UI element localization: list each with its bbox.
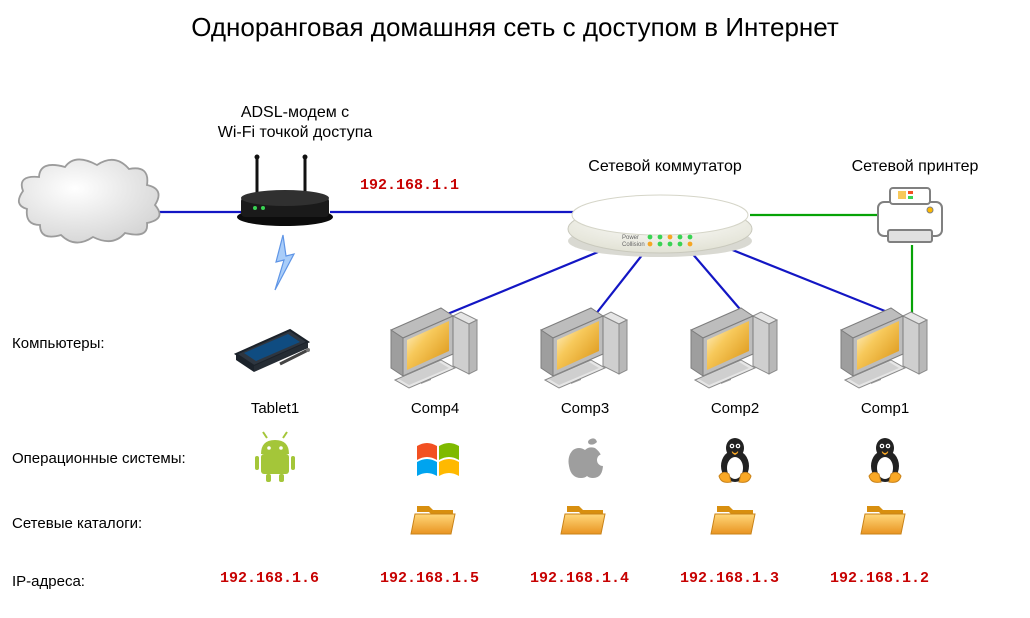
device-name-0: Tablet1: [240, 400, 310, 417]
tux-icon: [869, 438, 901, 482]
wifi-icon: [275, 235, 294, 290]
folder-icon: [861, 506, 905, 534]
computer-icon: [841, 308, 927, 388]
device-ip-3: 192.168.1.3: [680, 570, 779, 587]
folder-icon: [411, 506, 455, 534]
printer-icon: [878, 188, 942, 242]
computers-group: [391, 308, 927, 388]
folder-icon: [711, 506, 755, 534]
device-ip-2: 192.168.1.4: [530, 570, 629, 587]
device-ip-4: 192.168.1.2: [830, 570, 929, 587]
android-icon: [255, 432, 295, 482]
device-ip-1: 192.168.1.5: [380, 570, 479, 587]
tux-icon: [719, 438, 751, 482]
os-row: [255, 432, 901, 482]
diagram-canvas: Power Collision: [0, 0, 1030, 618]
computer-icon: [691, 308, 777, 388]
tablet-icon: [236, 330, 310, 372]
switch-icon: Power Collision: [568, 195, 752, 257]
computer-icon: [391, 308, 477, 388]
folder-icon: [561, 506, 605, 534]
router-icon: [237, 155, 333, 227]
apple-icon: [569, 438, 610, 478]
svg-text:Power: Power: [622, 235, 639, 241]
cables: [155, 212, 912, 315]
svg-text:Collision: Collision: [622, 242, 645, 248]
device-name-3: Comp2: [700, 400, 770, 417]
device-name-2: Comp3: [550, 400, 620, 417]
device-ip-0: 192.168.1.6: [220, 570, 319, 587]
windows-icon: [417, 443, 459, 476]
device-name-4: Comp1: [850, 400, 920, 417]
device-name-1: Comp4: [400, 400, 470, 417]
internet-cloud-icon: [19, 159, 160, 242]
computer-icon: [541, 308, 627, 388]
folder-row: [411, 506, 905, 534]
